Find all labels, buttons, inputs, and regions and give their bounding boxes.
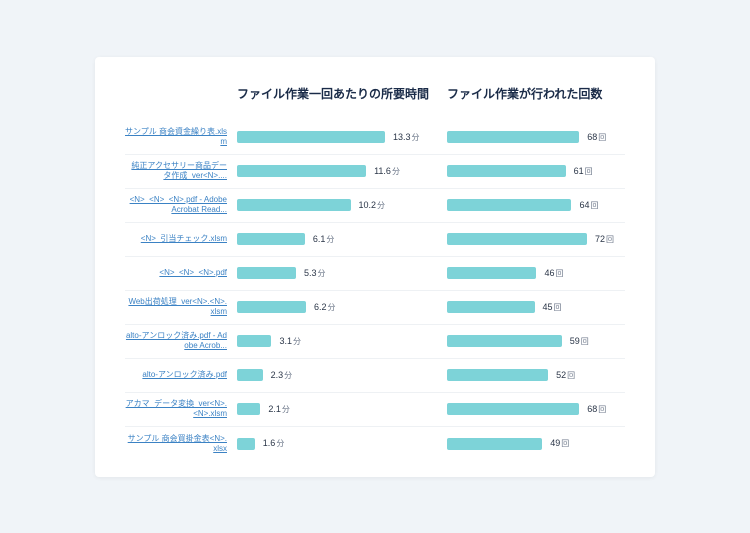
table-row: Web出荷処理_ver<N>.<N>.xlsm 6.2分 45回 [125, 291, 625, 325]
time-value: 6.2分 [314, 302, 336, 313]
time-value: 2.1分 [268, 404, 290, 415]
time-bar-cell: 2.3分 [237, 359, 437, 392]
time-bar-cell: 13.3分 [237, 121, 437, 154]
count-bar-cell: 68回 [437, 121, 625, 154]
file-label-link[interactable]: サンプル 商会買掛金表<N>.xlsx [125, 434, 237, 454]
count-bar-cell: 64回 [437, 189, 625, 222]
time-value: 10.2分 [359, 200, 386, 211]
table-row: 純正アクセサリー商品データ作成_ver<N>.... 11.6分 61回 [125, 155, 625, 189]
time-value: 3.1分 [279, 336, 301, 347]
time-value: 6.1分 [313, 234, 335, 245]
count-bar [447, 403, 579, 415]
count-value: 45回 [543, 302, 562, 313]
header-count: ファイル作業が行われた回数 [437, 85, 625, 103]
file-label-link[interactable]: alto-アンロック済み.pdf [125, 370, 237, 380]
table-row: サンプル 商会資金繰り表.xlsm 13.3分 68回 [125, 121, 625, 155]
count-bar [447, 199, 571, 211]
time-bar-cell: 11.6分 [237, 155, 437, 188]
time-bar-cell: 3.1分 [237, 325, 437, 358]
count-value: 68回 [587, 404, 606, 415]
time-bar [237, 335, 271, 347]
time-bar-cell: 6.2分 [237, 291, 437, 324]
table-row: <N>_引当チェック.xlsm 6.1分 72回 [125, 223, 625, 257]
count-bar-cell: 46回 [437, 257, 625, 290]
time-bar-cell: 2.1分 [237, 393, 437, 426]
chart-card: ファイル作業一回あたりの所要時間 ファイル作業が行われた回数 サンプル 商会資金… [95, 57, 655, 477]
time-bar-cell: 6.1分 [237, 223, 437, 256]
table-row: <N>_<N>_<N>.pdf 5.3分 46回 [125, 257, 625, 291]
count-value: 46回 [544, 268, 563, 279]
count-bar-cell: 68回 [437, 393, 625, 426]
count-bar [447, 267, 536, 279]
count-bar-cell: 72回 [437, 223, 625, 256]
chart-rows: サンプル 商会資金繰り表.xlsm13.3分68回純正アクセサリー商品データ作成… [125, 121, 625, 461]
count-bar-cell: 52回 [437, 359, 625, 392]
count-bar [447, 369, 548, 381]
count-bar-cell: 45回 [437, 291, 625, 324]
chart-headers: ファイル作業一回あたりの所要時間 ファイル作業が行われた回数 [125, 85, 625, 103]
count-value: 59回 [570, 336, 589, 347]
count-bar-cell: 59回 [437, 325, 625, 358]
table-row: alto-アンロック済み.pdf - Adobe Acrob... 3.1分 59回 [125, 325, 625, 359]
count-value: 49回 [550, 438, 569, 449]
count-bar [447, 131, 579, 143]
count-bar [447, 438, 542, 450]
file-label-link[interactable]: <N>_<N>_<N>.pdf - Adobe Acrobat Read... [125, 195, 237, 215]
time-bar [237, 301, 306, 313]
header-time: ファイル作業一回あたりの所要時間 [237, 85, 437, 103]
time-bar [237, 233, 305, 245]
count-bar [447, 233, 587, 245]
count-value: 72回 [595, 234, 614, 245]
count-value: 52回 [556, 370, 575, 381]
count-bar [447, 301, 535, 313]
count-bar-cell: 49回 [437, 427, 625, 461]
time-bar-cell: 1.6分 [237, 427, 437, 461]
time-bar [237, 369, 263, 381]
time-value: 2.3分 [271, 370, 293, 381]
time-bar [237, 438, 255, 450]
time-bar-cell: 5.3分 [237, 257, 437, 290]
time-bar [237, 267, 296, 279]
time-bar [237, 165, 366, 177]
count-value: 61回 [574, 166, 593, 177]
file-label-link[interactable]: アカマ_データ変換_ver<N>.<N>.xlsm [125, 399, 237, 419]
file-label-link[interactable]: <N>_引当チェック.xlsm [125, 234, 237, 244]
file-label-link[interactable]: サンプル 商会資金繰り表.xlsm [125, 127, 237, 147]
table-row: <N>_<N>_<N>.pdf - Adobe Acrobat Read... 1… [125, 189, 625, 223]
time-bar [237, 403, 260, 415]
time-value: 5.3分 [304, 268, 326, 279]
count-value: 64回 [579, 200, 598, 211]
file-label-link[interactable]: alto-アンロック済み.pdf - Adobe Acrob... [125, 331, 237, 351]
file-label-link[interactable]: 純正アクセサリー商品データ作成_ver<N>.... [125, 161, 237, 181]
count-value: 68回 [587, 132, 606, 143]
label-column-spacer [125, 85, 237, 103]
time-value: 11.6分 [374, 166, 400, 177]
time-bar [237, 199, 351, 211]
time-bar-cell: 10.2分 [237, 189, 437, 222]
table-row: サンプル 商会買掛金表<N>.xlsx 1.6分 49回 [125, 427, 625, 461]
count-bar-cell: 61回 [437, 155, 625, 188]
table-row: alto-アンロック済み.pdf 2.3分 52回 [125, 359, 625, 393]
table-row: アカマ_データ変換_ver<N>.<N>.xlsm 2.1分 68回 [125, 393, 625, 427]
count-bar [447, 165, 566, 177]
count-bar [447, 335, 562, 347]
time-value: 13.3分 [393, 132, 420, 143]
file-label-link[interactable]: <N>_<N>_<N>.pdf [125, 268, 237, 278]
time-value: 1.6分 [263, 438, 285, 449]
time-bar [237, 131, 385, 143]
file-label-link[interactable]: Web出荷処理_ver<N>.<N>.xlsm [125, 297, 237, 317]
